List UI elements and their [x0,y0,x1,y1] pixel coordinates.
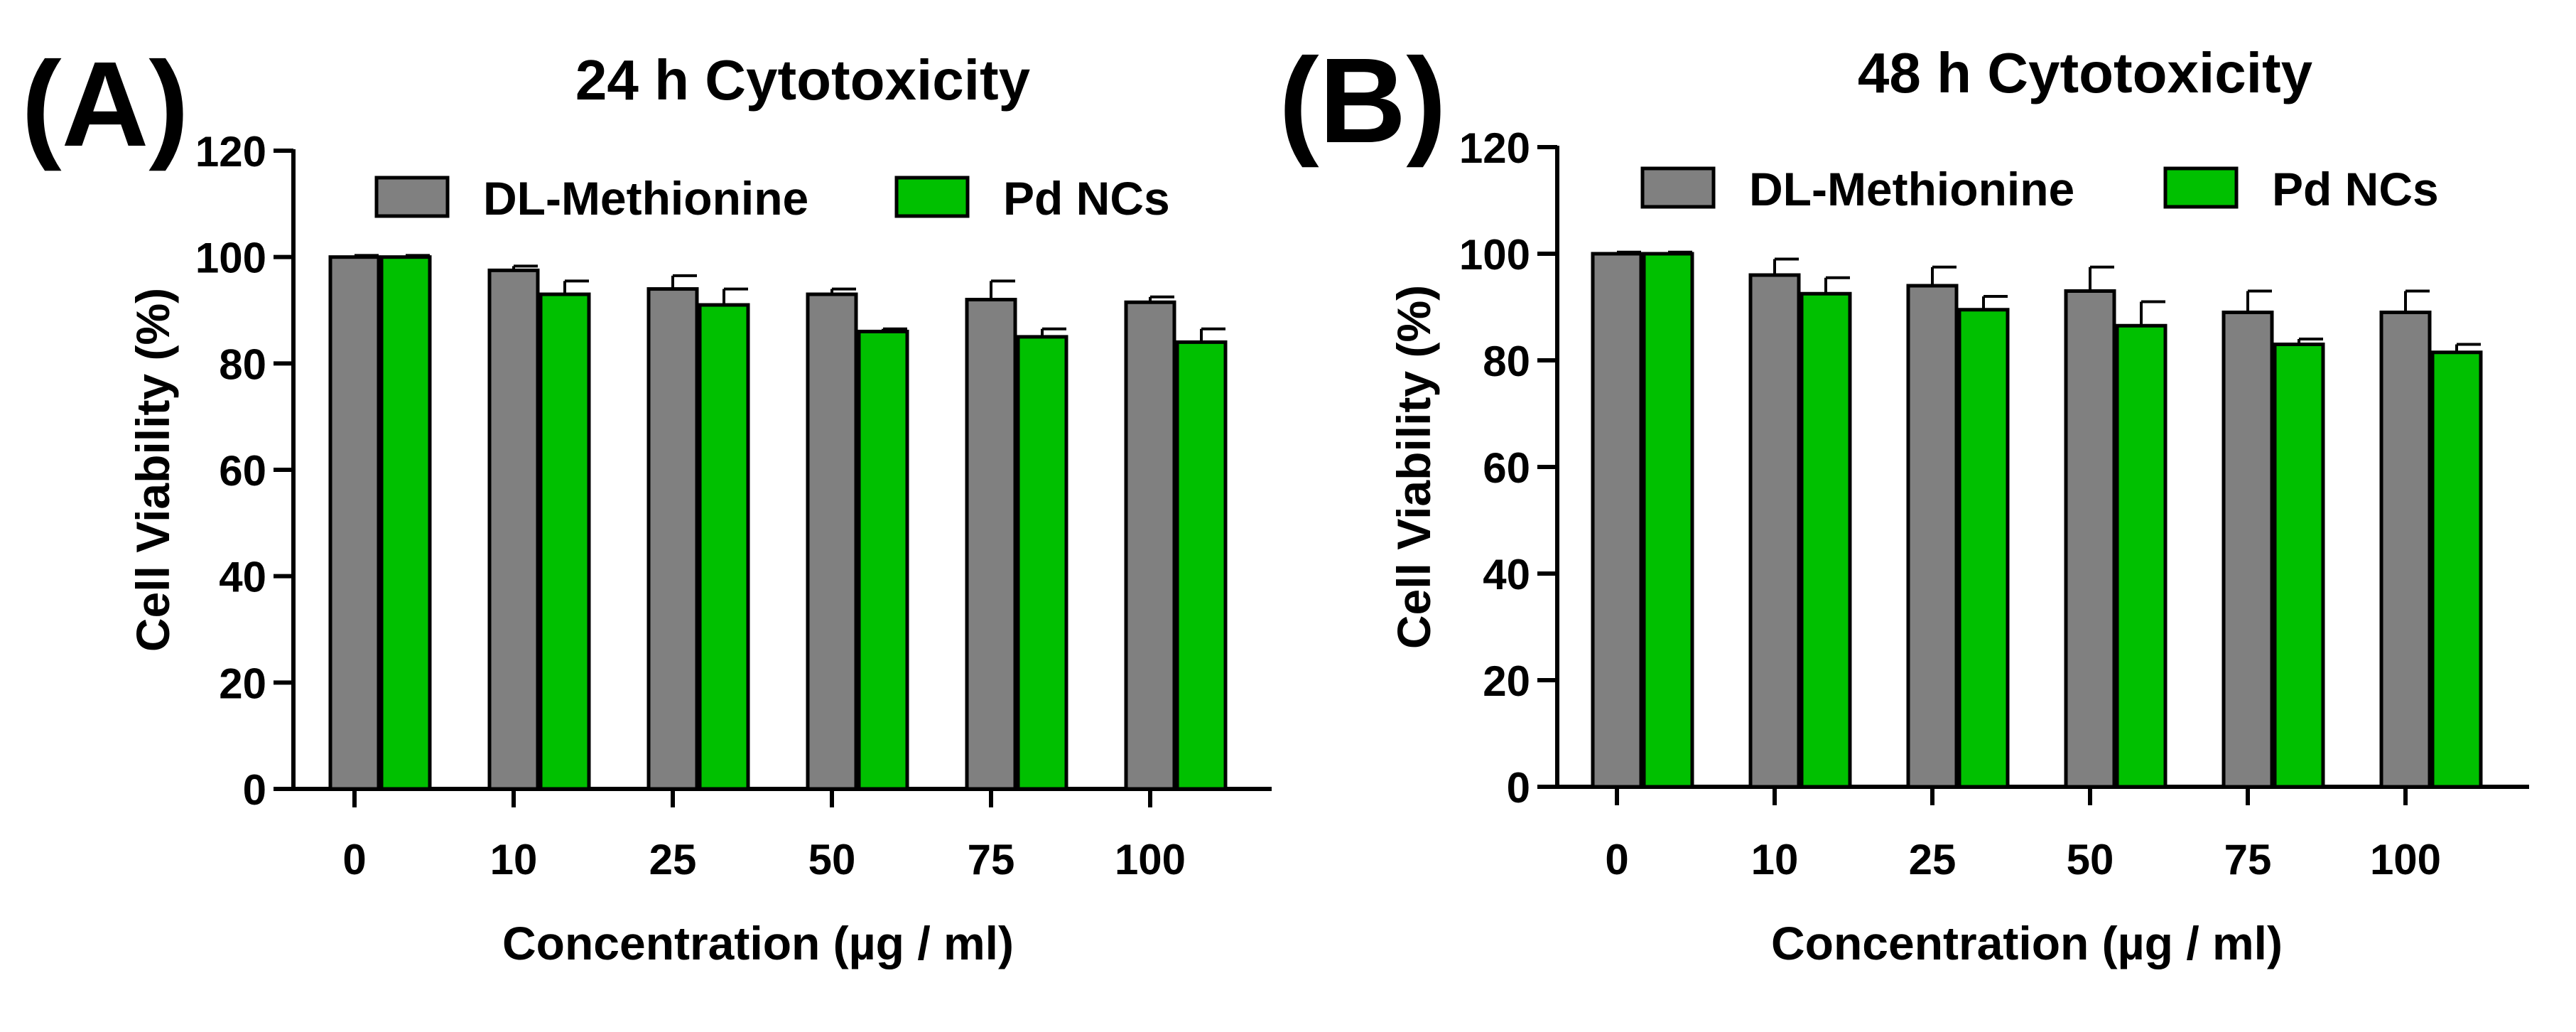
bar [1957,308,2010,789]
y-tick-label: 120 [195,128,266,176]
chart-title: 24 h Cytotoxicity [575,48,1031,112]
bar [2430,350,2483,789]
y-tick-label: 20 [1483,657,1530,705]
x-tick-label: 100 [2370,836,2441,883]
x-tick-label: 75 [2224,836,2272,883]
x-tick-label: 10 [490,836,538,883]
y-tick-label: 0 [243,766,266,814]
legend-label: DL-Methionine [483,172,808,225]
chart-title: 48 h Cytotoxicity [1858,41,2313,104]
bar [1748,273,1801,789]
bar [1124,300,1176,791]
panel-letter: (A) [21,37,189,172]
bar [1016,335,1068,791]
bar [539,292,591,791]
legend-label: DL-Methionine [1749,163,2074,215]
bar [1906,284,1959,789]
y-axis-label: Cell Viability (%) [1387,285,1440,649]
x-tick-label: 10 [1751,836,1799,883]
x-tick-label: 25 [649,836,697,883]
bar [646,287,699,791]
y-tick-label: 60 [1483,444,1530,492]
bar [2379,311,2432,789]
legend-swatch [2163,166,2239,209]
x-tick-label: 50 [2067,836,2114,883]
y-tick-label: 80 [1483,338,1530,385]
y-tick-label: 40 [219,554,266,601]
panel-b: (B) 48 h Cytotoxicity020406080100120Cell … [1279,33,2529,969]
x-tick-label: 0 [1605,836,1628,883]
bar [857,329,909,791]
y-tick-label: 100 [1459,231,1530,279]
y-tick-label: 20 [219,660,266,707]
bar [379,255,432,791]
x-tick-label: 50 [808,836,856,883]
x-tick-label: 75 [968,836,1015,883]
x-tick-label: 100 [1115,836,1186,883]
bar [1175,340,1228,791]
x-axis-label: Concentration (µg / ml) [1771,917,2283,969]
legend-swatch [1640,166,1716,209]
bar [1800,291,1852,789]
x-axis-label: Concentration (µg / ml) [502,917,1014,969]
bar [2064,289,2116,789]
y-tick-label: 0 [1507,764,1530,812]
bar [328,255,381,791]
y-tick-label: 60 [219,447,266,495]
y-tick-label: 80 [219,340,266,388]
bar [698,303,750,791]
bar [965,298,1017,791]
bar [487,268,540,791]
bar [2115,323,2168,789]
bar [1591,252,1643,789]
panel-letter: (B) [1279,33,1446,168]
y-tick-label: 100 [195,235,266,282]
y-tick-label: 40 [1483,551,1530,598]
bar [2221,311,2274,789]
bar [1642,252,1694,789]
x-tick-label: 0 [342,836,366,883]
bar [806,292,858,791]
x-tick-label: 25 [1909,836,1957,883]
y-axis-label: Cell Viability (%) [126,288,179,652]
legend-swatch [374,176,450,218]
legend-swatch [894,176,970,218]
legend-label: Pd NCs [2272,163,2439,215]
bar [2273,343,2325,789]
panel-a: (A) 24 h Cytotoxicity020406080100120Cell … [21,37,1272,969]
y-tick-label: 120 [1459,124,1530,172]
legend-label: Pd NCs [1003,172,1170,225]
